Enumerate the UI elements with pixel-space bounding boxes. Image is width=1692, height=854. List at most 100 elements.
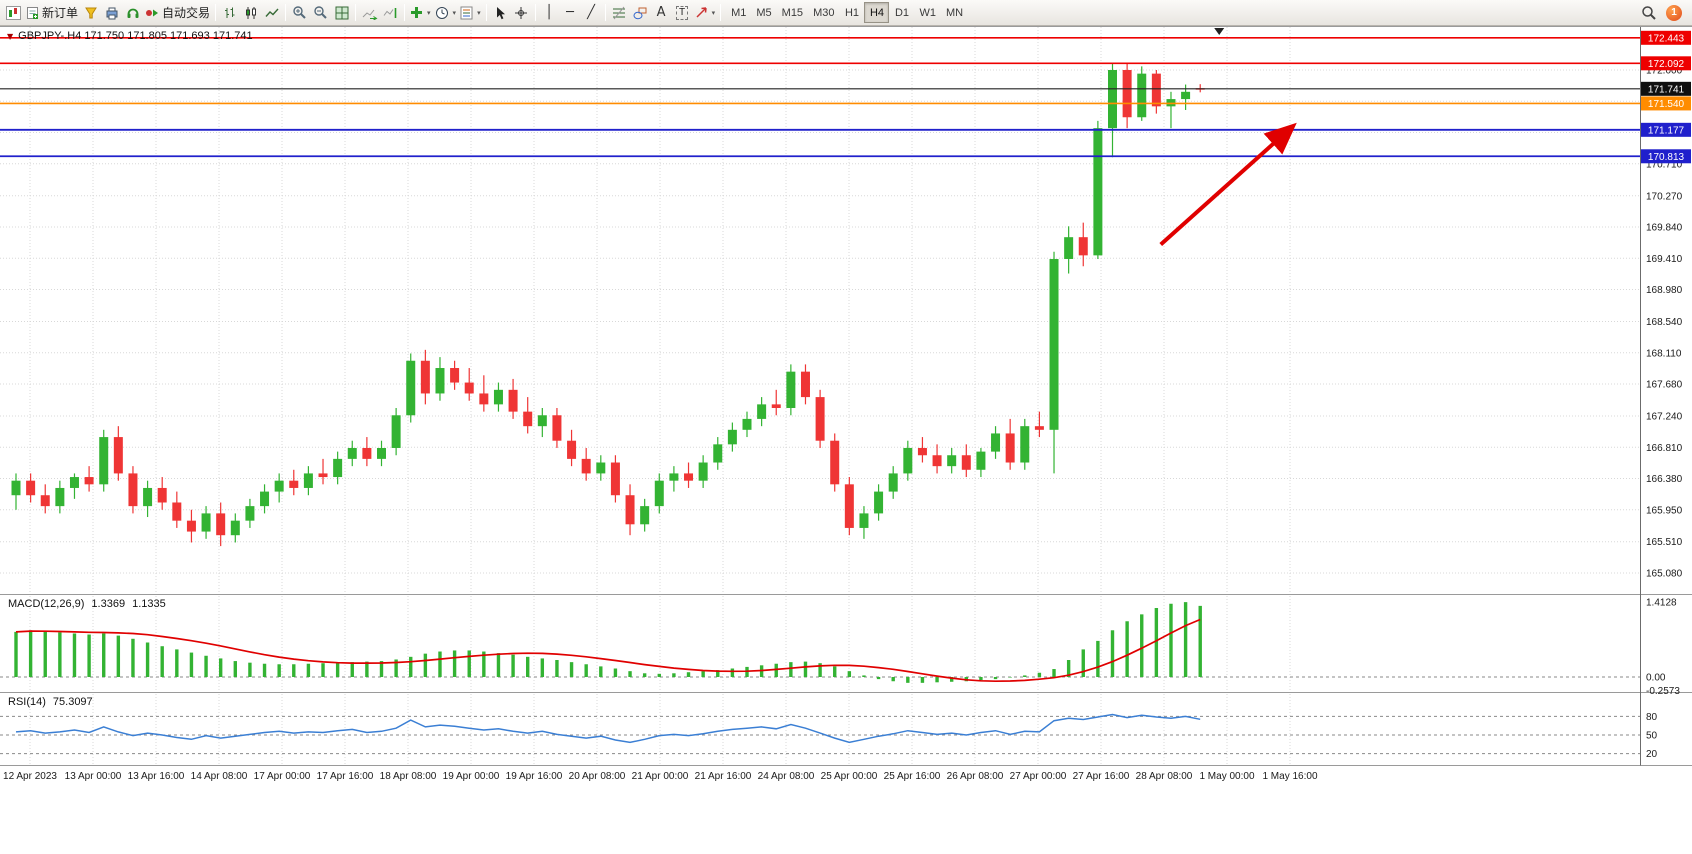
timeframe-h1-button[interactable]: H1: [839, 2, 864, 23]
price-line[interactable]: 171.741: [0, 81, 1691, 96]
line-chart-button[interactable]: [261, 2, 282, 24]
timeframe-m15-button[interactable]: M15: [777, 2, 808, 23]
vertical-line-button[interactable]: │: [539, 2, 560, 24]
text-label-button[interactable]: T: [672, 2, 693, 24]
headset-icon: [127, 8, 139, 18]
toolbar-separator: [355, 4, 357, 21]
svg-text:80: 80: [1646, 712, 1658, 723]
svg-text:24 Apr 08:00: 24 Apr 08:00: [758, 771, 815, 782]
arrows-button[interactable]: ▾: [693, 2, 718, 24]
svg-text:50: 50: [1646, 731, 1658, 742]
svg-text:13 Apr 16:00: 13 Apr 16:00: [128, 771, 185, 782]
search-button[interactable]: [1638, 2, 1659, 24]
svg-text:0.00: 0.00: [1646, 673, 1666, 684]
chart-shift-button[interactable]: [380, 2, 401, 24]
price-line[interactable]: 172.443: [0, 30, 1691, 45]
svg-text:166.810: 166.810: [1646, 443, 1683, 454]
horizontal-line-button[interactable]: ─: [560, 2, 581, 24]
funnel-icon: [84, 7, 97, 18]
new-order-button[interactable]: 新订单: [24, 2, 80, 24]
tile-windows-button[interactable]: [331, 2, 352, 24]
chart-title-bar: ▼ GBPJPY-.H4 171.750 171.805 171.693 171…: [7, 30, 253, 42]
grid: [0, 27, 1640, 764]
svg-text:20 Apr 08:00: 20 Apr 08:00: [569, 771, 626, 782]
svg-text:27 Apr 00:00: 27 Apr 00:00: [1010, 771, 1067, 782]
svg-text:166.380: 166.380: [1646, 474, 1683, 485]
arrow-tool-icon: [696, 7, 707, 18]
svg-text:165.080: 165.080: [1646, 569, 1683, 580]
svg-text:12 Apr 2023: 12 Apr 2023: [3, 771, 57, 782]
autotrading-button[interactable]: 自动交易: [143, 2, 212, 24]
svg-text:171.177: 171.177: [1648, 125, 1685, 136]
zoom-in-button[interactable]: [289, 2, 310, 24]
svg-text:19 Apr 16:00: 19 Apr 16:00: [506, 771, 563, 782]
label-tool-icon: T: [676, 5, 689, 20]
support-button[interactable]: [122, 2, 143, 24]
price-line[interactable]: 172.092: [0, 56, 1691, 71]
svg-text:26 Apr 08:00: 26 Apr 08:00: [947, 771, 1004, 782]
timeframe-m30-button[interactable]: M30: [808, 2, 839, 23]
macd-label: MACD(12,26,9) 1.3369 1.1335: [8, 598, 166, 610]
svg-text:167.680: 167.680: [1646, 380, 1683, 391]
auto-scroll-button[interactable]: [359, 2, 380, 24]
shapes-button[interactable]: [630, 2, 651, 24]
svg-text:165.510: 165.510: [1646, 537, 1683, 548]
svg-text:168.110: 168.110: [1646, 348, 1682, 359]
search-icon: [1642, 6, 1656, 20]
autotrading-label: 自动交易: [162, 6, 211, 20]
bar-chart-button[interactable]: [219, 2, 240, 24]
trend-arrow[interactable]: [1159, 122, 1297, 246]
macd-signal-value: 1.1335: [132, 598, 166, 610]
crosshair-button[interactable]: [511, 2, 532, 24]
clock-icon: [435, 6, 448, 19]
candlesticks: [11, 62, 1205, 547]
timeframe-d1-button[interactable]: D1: [889, 2, 914, 23]
price-axis[interactable]: 172.000171.570171.140170.710170.270169.8…: [1646, 66, 1683, 580]
zoom-out-button[interactable]: [310, 2, 331, 24]
metaeditor-button[interactable]: [80, 2, 101, 24]
svg-text:169.840: 169.840: [1646, 223, 1683, 234]
svg-text:172.092: 172.092: [1648, 59, 1685, 70]
trendline-button[interactable]: ╱: [581, 2, 602, 24]
periods-button[interactable]: ▾: [433, 2, 459, 24]
timeframe-w1-button[interactable]: W1: [914, 2, 941, 23]
new-order-icon: [27, 6, 38, 19]
macd-histogram: 1.4128 0.00 -0.2573: [0, 598, 1680, 697]
price-line[interactable]: 171.540: [0, 96, 1691, 111]
price-line[interactable]: 170.813: [0, 149, 1691, 164]
toolbar-separator: [285, 4, 287, 21]
templates-button[interactable]: ▾: [458, 2, 483, 24]
main-toolbar: 新订单 自动交易 ▾: [0, 0, 1692, 26]
svg-text:170.813: 170.813: [1648, 152, 1685, 163]
svg-text:170.270: 170.270: [1646, 191, 1683, 202]
chart-thumbnail-icon: [6, 5, 21, 20]
timeframe-m5-button[interactable]: M5: [751, 2, 776, 23]
cursor-button[interactable]: [490, 2, 511, 24]
chart-window-button[interactable]: [3, 2, 24, 24]
svg-text:20: 20: [1646, 749, 1658, 760]
fibonacci-button[interactable]: [609, 2, 630, 24]
rsi-line: 80 50 20: [0, 712, 1658, 760]
timeframe-mn-button[interactable]: MN: [941, 2, 968, 23]
svg-text:28 Apr 08:00: 28 Apr 08:00: [1136, 771, 1193, 782]
svg-text:-0.2573: -0.2573: [1646, 686, 1680, 697]
text-button[interactable]: A: [651, 2, 672, 24]
toolbar-right-group: 1: [1638, 2, 1689, 24]
macd-title: MACD(12,26,9): [8, 598, 85, 610]
svg-text:172.000: 172.000: [1646, 66, 1683, 77]
candlestick-chart-button[interactable]: [240, 2, 261, 24]
timeframe-h4-button[interactable]: H4: [864, 2, 890, 23]
indicators-button[interactable]: ▾: [408, 2, 433, 24]
svg-text:21 Apr 16:00: 21 Apr 16:00: [695, 771, 752, 782]
svg-text:25 Apr 16:00: 25 Apr 16:00: [884, 771, 941, 782]
add-indicator-icon: [411, 7, 423, 18]
time-axis[interactable]: 12 Apr 2023 13 Apr 00:00 13 Apr 16:00 14 Ap…: [3, 771, 1318, 782]
chart-shift-icon: [383, 7, 396, 18]
notification-badge[interactable]: 1: [1666, 4, 1682, 21]
timeframe-m1-button[interactable]: M1: [726, 2, 751, 23]
autotrading-play-icon: [146, 9, 159, 16]
price-line[interactable]: 171.177: [0, 122, 1691, 137]
svg-text:1.4128: 1.4128: [1646, 598, 1677, 609]
print-button[interactable]: [101, 2, 122, 24]
